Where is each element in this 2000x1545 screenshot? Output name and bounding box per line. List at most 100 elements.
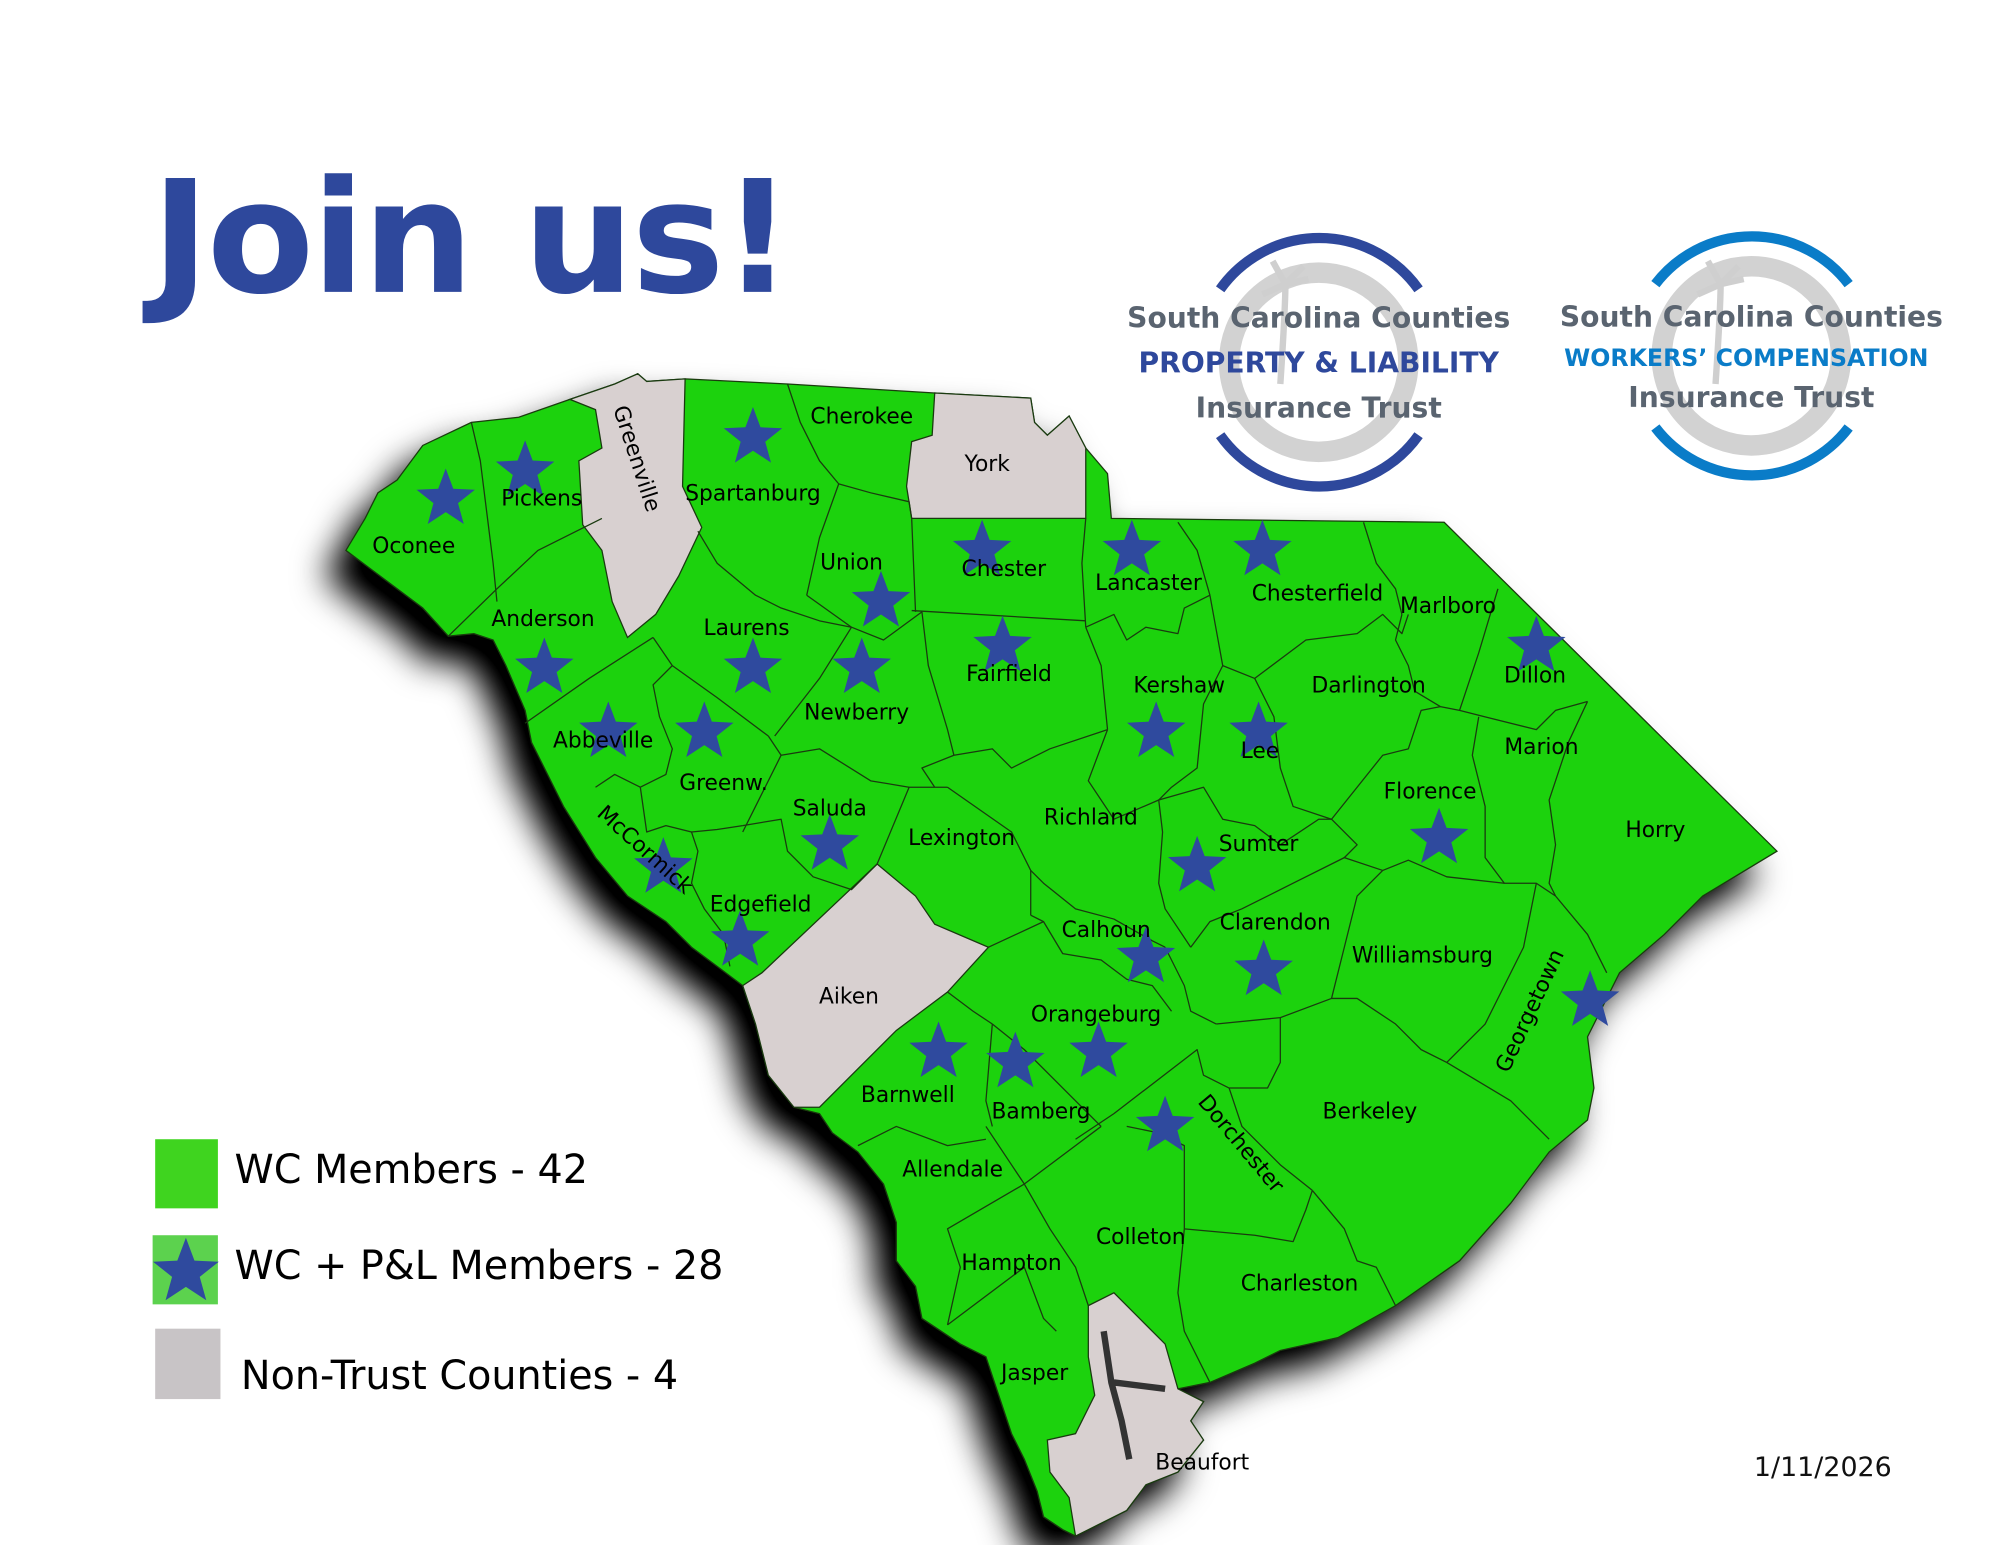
county-label-dillon[interactable]: Dillon [1504,663,1566,688]
page-title: Join us! [142,147,790,329]
star-icon-dorchester [1135,1095,1195,1152]
county-label-greenw[interactable]: Greenw. [679,771,768,796]
logo-arc-bottom [1651,424,1853,481]
county-label-laurens[interactable]: Laurens [703,616,789,641]
logo-line1: South Carolina Counties [1127,302,1510,335]
logo-arc-top [1651,231,1853,288]
county-greenville-area[interactable] [568,373,703,639]
legend-swatch-non-trust [155,1328,221,1400]
star-markers [416,407,1620,1152]
county-label-hampton[interactable]: Hampton [961,1251,1061,1276]
county-label-spartanburg[interactable]: Spartanburg [685,481,820,506]
palmetto-icon [1261,259,1310,385]
star-icon-lee [1229,701,1288,758]
star-icon-kershaw [1126,701,1186,758]
county-label-chesterfield[interactable]: Chesterfield [1252,581,1383,606]
county-label-edgefield[interactable]: Edgefield [710,892,812,917]
county-label-calhoun[interactable]: Calhoun [1062,918,1151,943]
logo-line1: South Carolina Counties [1560,300,1943,333]
county-label-lancaster[interactable]: Lancaster [1095,571,1202,596]
county-label-darlington[interactable]: Darlington [1311,673,1425,698]
county-label-beaufort[interactable]: Beaufort [1155,1450,1249,1475]
star-icon-barnwell [909,1021,968,1078]
county-label-bamberg[interactable]: Bamberg [991,1100,1090,1125]
county-label-richland[interactable]: Richland [1044,805,1138,830]
county-beaufort-area[interactable] [1046,1292,1205,1537]
county-label-horry[interactable]: Horry [1625,818,1685,843]
county-label-barnwell[interactable]: Barnwell [861,1083,955,1108]
star-icon-fairfield [973,615,1032,672]
county-label-anderson[interactable]: Anderson [491,607,594,632]
legend-swatch-wc [155,1139,218,1209]
star-icon-pickens [495,440,555,496]
county-boundaries [447,383,1608,1383]
county-label-marlboro[interactable]: Marlboro [1400,594,1496,619]
beaufort-waterway [1100,1330,1166,1460]
star-icon-mccormick [634,837,693,893]
star-icon-edgefield [710,910,770,966]
logo-ring-icon [1651,256,1852,456]
logo-line2: PROPERTY & LIABILITY [1139,346,1500,379]
star-icon-abbeville [579,701,638,758]
star-icon [153,1237,219,1301]
star-icon-bamberg [986,1031,1045,1088]
county-label-berkeley[interactable]: Berkeley [1323,1100,1418,1125]
county-label-clarendon[interactable]: Clarendon [1220,910,1331,935]
county-label-lee[interactable]: Lee [1241,739,1280,764]
county-label-jasper[interactable]: Jasper [999,1361,1068,1386]
star-icon-lancaster [1102,519,1162,576]
county-label-sumter[interactable]: Sumter [1219,832,1299,857]
county-label-charleston[interactable]: Charleston [1241,1271,1359,1296]
county-label-lexington[interactable]: Lexington [908,826,1015,851]
date-stamp: 1/11/2026 [1754,1452,1892,1483]
county-label-abbeville[interactable]: Abbeville [553,729,653,754]
star-icon-calhoun [1116,926,1176,983]
star-icon-oconee [416,468,475,525]
county-label-colleton[interactable]: Colleton [1096,1225,1186,1250]
star-icon-spartanburg [723,407,783,463]
star-icon-clarendon [1234,939,1293,996]
county-label-allendale[interactable]: Allendale [902,1157,1003,1182]
star-icon-georgetown [1560,970,1620,1026]
logo-arc-bottom [1215,432,1423,492]
county-label-york[interactable]: York [964,452,1011,477]
county-label-florence[interactable]: Florence [1384,780,1477,805]
logo-ring-icon [1218,262,1419,463]
legend: WC Members - 42 WC + P&L Members - 28 No… [152,1139,723,1400]
star-icon-newberry [832,637,891,694]
legend-label-wc: WC Members - 42 [235,1147,588,1193]
star-icon-chester [952,519,1012,576]
palmetto-icon [1696,259,1745,385]
star-icon-chesterfield [1233,519,1292,576]
star-icon-union [851,570,911,627]
county-aiken-area[interactable] [741,863,990,1108]
county-label-pickens[interactable]: Pickens [501,487,582,512]
star-icon-anderson [515,637,574,694]
star-icon-orangeburg [1069,1021,1128,1078]
logo-arc-top [1215,232,1423,293]
star-icon-dillon [1507,615,1566,672]
legend-label-non-trust: Non-Trust Counties - 4 [241,1353,678,1399]
logo-line2: WORKERS’ COMPENSATION [1564,344,1928,372]
star-icon-greenw [675,701,734,758]
county-york-area[interactable] [905,392,1087,520]
county-label-orangeburg[interactable]: Orangeburg [1031,1002,1161,1027]
county-label-union[interactable]: Union [820,551,883,576]
county-label-fairfield[interactable]: Fairfield [966,662,1052,687]
county-label-kershaw[interactable]: Kershaw [1133,673,1225,698]
star-icon-florence [1409,807,1469,864]
logo-property-liability: South Carolina Counties PROPERTY & LIABI… [1127,232,1510,492]
logo-line3: Insurance Trust [1628,381,1874,414]
county-label-newberry[interactable]: Newberry [804,700,909,725]
logo-line3: Insurance Trust [1196,391,1442,424]
star-icon-laurens [723,637,783,694]
county-label-cherokee[interactable]: Cherokee [810,405,913,430]
county-label-aiken[interactable]: Aiken [819,985,879,1010]
county-label-chester[interactable]: Chester [962,557,1047,582]
county-label-marion[interactable]: Marion [1504,735,1578,760]
county-label-saluda[interactable]: Saluda [793,796,867,821]
county-label-oconee[interactable]: Oconee [372,534,455,559]
county-label-williamsburg[interactable]: Williamsburg [1352,944,1493,969]
